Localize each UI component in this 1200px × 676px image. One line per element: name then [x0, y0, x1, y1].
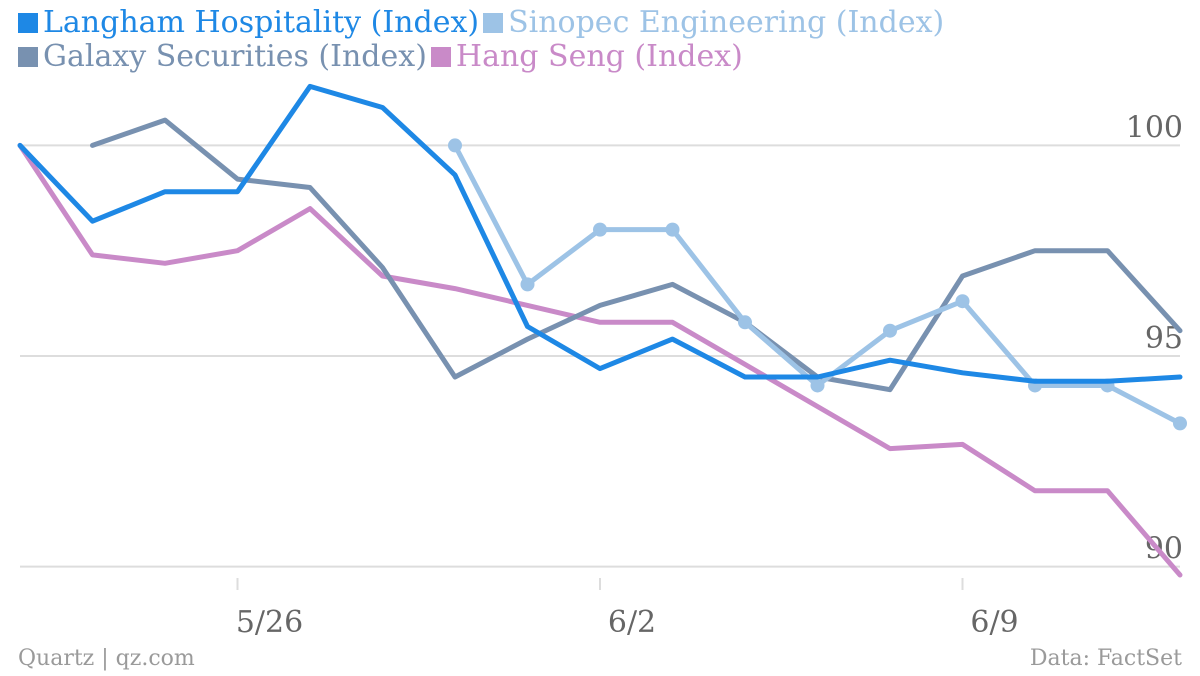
- legend-row-1: Langham Hospitality (Index) Sinopec Engin…: [18, 6, 1178, 40]
- point-sinopec-2: [593, 222, 607, 237]
- legend-swatch-hangseng: [430, 47, 451, 67]
- legend-item-galaxy: Galaxy Securities (Index): [18, 40, 427, 74]
- point-sinopec-1: [520, 277, 535, 292]
- series-line-langham: [17, 83, 1183, 384]
- y-tick-label-100: 100: [1126, 110, 1183, 145]
- point-sinopec-3: [665, 222, 680, 237]
- point-sinopec-7: [955, 294, 970, 309]
- x-tick-label-6-2: 6/2: [608, 605, 656, 640]
- point-sinopec-0: [448, 138, 462, 153]
- legend-label-hangseng: Hang Seng (Index): [455, 39, 743, 74]
- grid-layer: [20, 144, 1180, 568]
- source-credit: Quartz | qz.com: [18, 646, 195, 671]
- series-layer: [17, 83, 1187, 578]
- legend-label-langham: Langham Hospitality (Index): [43, 5, 480, 40]
- legend-swatch-sinopec: [483, 13, 504, 33]
- point-sinopec-5: [810, 378, 825, 393]
- point-sinopec-10: [1173, 416, 1187, 431]
- series-sinopec: [448, 138, 1187, 431]
- series-langham: [17, 83, 1183, 384]
- legend-item-hangseng: Hang Seng (Index): [430, 39, 743, 74]
- chart-legend: Langham Hospitality (Index) Sinopec Engin…: [18, 6, 1178, 74]
- data-source: Data: FactSet: [1029, 646, 1182, 671]
- legend-swatch-galaxy: [18, 47, 38, 67]
- x-tick-labels: 5/26 6/2 6/9: [236, 578, 1019, 640]
- legend-label-galaxy: Galaxy Securities (Index): [43, 39, 427, 74]
- x-tick-label-6-9: 6/9: [970, 605, 1018, 640]
- series-line-galaxy: [90, 117, 1183, 393]
- y-tick-label-90: 90: [1145, 532, 1183, 567]
- legend-label-sinopec: Sinopec Engineering (Index): [508, 5, 945, 40]
- legend-item-langham: Langham Hospitality (Index): [18, 6, 479, 40]
- series-hangseng: [17, 142, 1183, 578]
- x-tick-label-5-26: 5/26: [236, 605, 303, 640]
- series-galaxy: [90, 117, 1183, 393]
- series-line-hangseng: [17, 142, 1183, 578]
- legend-item-sinopec: Sinopec Engineering (Index): [483, 6, 944, 40]
- legend-row-2: Galaxy Securities (Index) Hang Seng (Inde…: [18, 40, 1178, 74]
- point-sinopec-4: [738, 315, 752, 330]
- point-sinopec-6: [883, 323, 897, 338]
- legend-swatch-langham: [18, 13, 38, 33]
